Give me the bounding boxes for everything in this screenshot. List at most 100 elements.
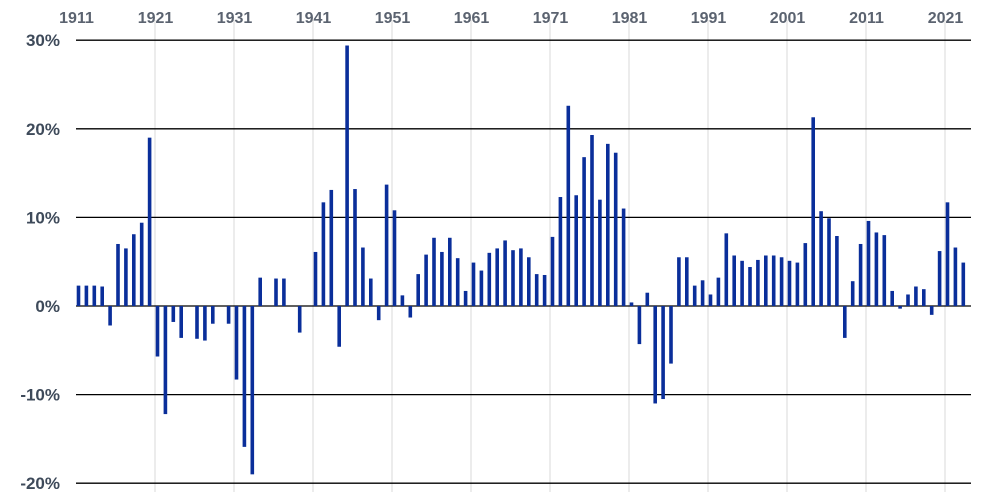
bar-1954 xyxy=(416,274,420,306)
bar-1990 xyxy=(700,280,705,306)
bar-1962 xyxy=(479,270,484,306)
bar-2016 xyxy=(906,294,910,306)
bar-2004 xyxy=(811,117,815,306)
bar-1946 xyxy=(353,189,357,306)
bar-1941 xyxy=(313,251,318,306)
bar-1964 xyxy=(495,248,499,306)
bar-2020 xyxy=(937,251,942,306)
bar-1981 xyxy=(629,302,634,306)
bar-1972 xyxy=(558,197,563,306)
bar-1965 xyxy=(503,240,507,306)
bars xyxy=(76,45,966,475)
bar-1975 xyxy=(582,157,586,306)
bar-2021 xyxy=(945,202,950,306)
bar-2015 xyxy=(898,306,902,309)
bar-1995 xyxy=(740,260,744,306)
bar-1911 xyxy=(76,285,81,306)
x-tick-label-1931: 1931 xyxy=(217,10,253,27)
bar-1937 xyxy=(282,278,286,306)
bar-1913 xyxy=(92,285,97,306)
bar-1988 xyxy=(685,257,689,306)
bar-1999 xyxy=(771,255,776,306)
bar-2008 xyxy=(843,306,847,338)
bar-1916 xyxy=(116,243,120,306)
vertical-gridlines xyxy=(154,20,946,492)
bar-1973 xyxy=(566,105,571,306)
bar-1979 xyxy=(613,152,618,306)
bar-1957 xyxy=(440,251,444,306)
bar-1922 xyxy=(163,306,168,415)
bar-2017 xyxy=(914,286,918,306)
bar-2000 xyxy=(779,257,784,306)
bar-1923 xyxy=(171,306,176,322)
bar-1924 xyxy=(179,306,183,338)
y-tick-label--10%: -10% xyxy=(20,386,60,405)
x-tick-label-1911: 1911 xyxy=(59,10,94,27)
bar-1945 xyxy=(345,45,349,307)
bar-1985 xyxy=(661,306,665,400)
bar-1948 xyxy=(369,278,373,306)
bar-1967 xyxy=(519,248,523,306)
bar-1927 xyxy=(203,306,207,341)
bar-1959 xyxy=(455,258,460,306)
bar-1915 xyxy=(108,306,112,326)
bar-1951 xyxy=(392,210,397,306)
bar-1998 xyxy=(764,255,768,306)
x-tick-label-1921: 1921 xyxy=(138,10,174,27)
bar-1952 xyxy=(400,295,405,306)
bar-1912 xyxy=(84,285,89,306)
bar-2019 xyxy=(929,306,934,315)
bar-1987 xyxy=(677,257,681,306)
bar-1934 xyxy=(258,277,262,306)
bar-1969 xyxy=(534,274,539,306)
bar-1933 xyxy=(250,306,255,475)
bar-1930 xyxy=(226,306,231,324)
x-tick-label-1941: 1941 xyxy=(296,10,332,27)
bar-2007 xyxy=(835,236,839,306)
x-tick-label-1971: 1971 xyxy=(533,10,569,27)
bar-2005 xyxy=(819,211,823,306)
bar-1944 xyxy=(337,306,341,347)
bar-1914 xyxy=(100,286,104,306)
bar-2003 xyxy=(803,243,808,306)
bar-2013 xyxy=(882,235,887,306)
bar-1943 xyxy=(329,189,334,306)
bar-1936 xyxy=(274,278,278,306)
bar-1947 xyxy=(361,247,365,306)
bar-1994 xyxy=(732,255,736,306)
bar-2012 xyxy=(874,232,879,306)
bar-1942 xyxy=(321,202,326,306)
bar-1961 xyxy=(471,262,476,306)
bar-1989 xyxy=(692,285,697,306)
bar-2014 xyxy=(890,290,894,306)
bar-1983 xyxy=(645,292,650,306)
bar-1996 xyxy=(748,267,752,306)
bar-1992 xyxy=(716,277,721,306)
bar-1993 xyxy=(724,233,729,306)
bar-2001 xyxy=(787,260,792,306)
y-tick-label-30%: 30% xyxy=(26,31,60,50)
bar-1917 xyxy=(124,248,128,306)
bar-1978 xyxy=(606,143,610,306)
bar-1928 xyxy=(211,306,215,324)
bar-1921 xyxy=(155,306,160,357)
bar-1997 xyxy=(756,259,760,306)
bar-2018 xyxy=(922,289,926,306)
bar-1920 xyxy=(147,137,152,306)
bar-1984 xyxy=(653,306,657,404)
bar-1974 xyxy=(574,195,578,306)
x-tick-label-1951: 1951 xyxy=(375,10,411,27)
bar-1991 xyxy=(708,294,713,306)
y-tick-label-20%: 20% xyxy=(26,120,60,139)
bar-2011 xyxy=(866,220,871,306)
bar-1953 xyxy=(408,306,413,318)
bar-1939 xyxy=(297,306,302,333)
bar-1949 xyxy=(376,306,381,321)
bar-1963 xyxy=(487,252,492,306)
bar-2022 xyxy=(953,247,958,306)
bar-1977 xyxy=(598,199,602,306)
y-tick-label-0%: 0% xyxy=(35,297,60,316)
bar-2023 xyxy=(961,262,966,306)
bar-1982 xyxy=(637,306,642,345)
